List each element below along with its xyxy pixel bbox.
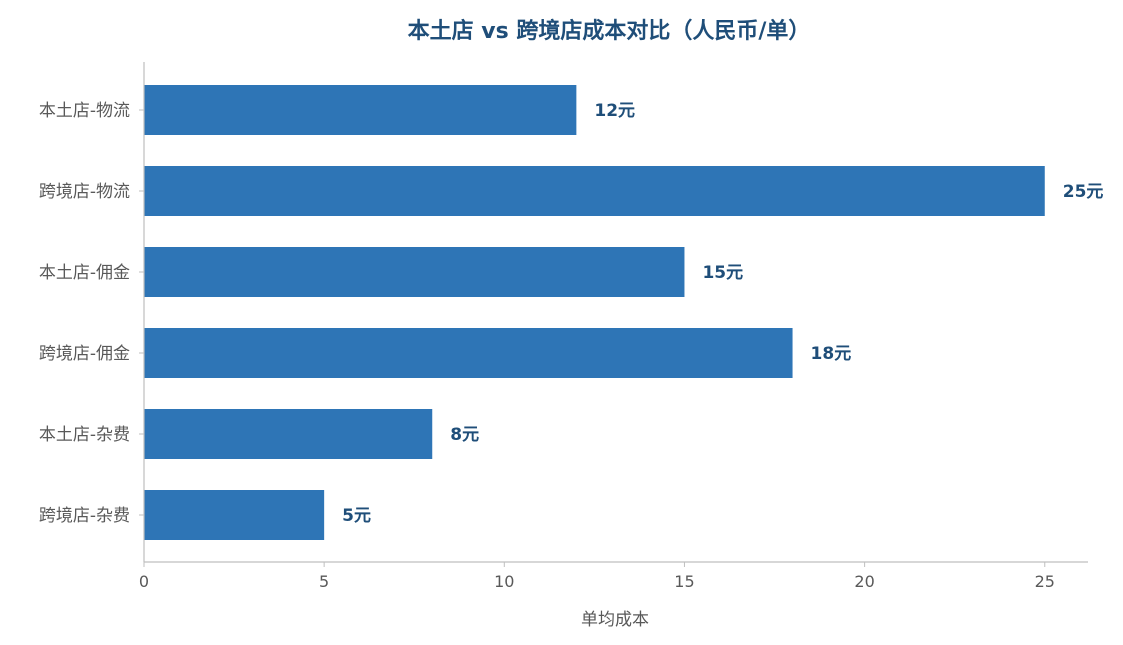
category-label: 本土店-物流 [39,101,130,121]
x-tick-label: 0 [139,572,149,591]
chart-title: 本土店 vs 跨境店成本对比（人民币/单） [408,18,811,44]
bar [144,328,793,378]
value-label: 18元 [811,344,852,364]
category-label: 跨境店-佣金 [39,344,130,364]
category-label: 跨境店-杂费 [39,506,130,526]
value-label: 15元 [702,263,743,283]
bar [144,490,325,540]
x-tick-label: 15 [674,572,694,591]
bar [144,166,1045,216]
bars-layer: 12元 25元 15元 18元 8元 5元 [144,85,1103,540]
bar [144,85,577,135]
value-label: 25元 [1063,182,1104,202]
value-label: 5元 [342,506,371,526]
category-label: 跨境店-物流 [39,182,130,202]
bar [144,247,685,297]
x-tick-label: 10 [494,572,514,591]
x-tick-label: 5 [319,572,329,591]
x-axis-title: 单均成本 [581,610,649,630]
value-label: 8元 [450,425,479,445]
bar [144,409,433,459]
x-tick-label: 20 [854,572,874,591]
category-label: 本土店-佣金 [39,263,130,283]
x-tick-label: 25 [1035,572,1055,591]
value-label: 12元 [594,101,635,121]
category-label: 本土店-杂费 [39,425,130,445]
